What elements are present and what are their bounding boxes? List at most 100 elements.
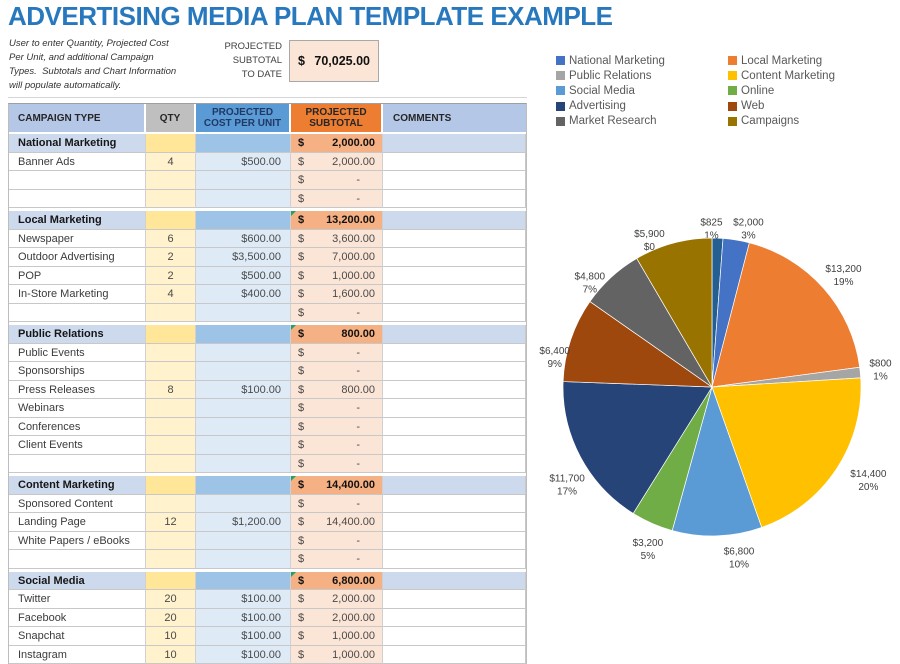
qty-cell[interactable] (146, 436, 196, 455)
cost-per-unit-cell[interactable] (196, 134, 291, 153)
cost-per-unit-cell[interactable] (196, 171, 291, 190)
cost-per-unit-cell[interactable] (196, 550, 291, 569)
campaign-type-cell[interactable]: Outdoor Advertising (9, 248, 146, 267)
comments-cell[interactable] (383, 190, 526, 209)
cost-per-unit-cell[interactable]: $400.00 (196, 285, 291, 304)
qty-cell[interactable]: 4 (146, 153, 196, 172)
qty-cell[interactable] (146, 171, 196, 190)
comments-cell[interactable] (383, 436, 526, 455)
cost-per-unit-cell[interactable] (196, 344, 291, 363)
qty-cell[interactable]: 2 (146, 267, 196, 286)
subtotal-cell[interactable]: $- (291, 304, 383, 323)
cost-per-unit-cell[interactable] (196, 325, 291, 344)
campaign-type-cell[interactable] (9, 304, 146, 323)
qty-cell[interactable]: 12 (146, 513, 196, 532)
qty-cell[interactable]: 10 (146, 627, 196, 646)
cost-per-unit-cell[interactable]: $500.00 (196, 153, 291, 172)
campaign-type-cell[interactable]: White Papers / eBooks (9, 532, 146, 551)
campaign-type-cell[interactable]: National Marketing (9, 134, 146, 153)
subtotal-cell[interactable]: $2,000.00 (291, 609, 383, 628)
cost-per-unit-cell[interactable] (196, 476, 291, 495)
comments-cell[interactable] (383, 495, 526, 514)
subtotal-cell[interactable]: $2,000.00 (291, 134, 383, 153)
qty-cell[interactable] (146, 325, 196, 344)
campaign-type-cell[interactable]: Client Events (9, 436, 146, 455)
qty-cell[interactable] (146, 399, 196, 418)
qty-cell[interactable] (146, 344, 196, 363)
cost-per-unit-cell[interactable] (196, 532, 291, 551)
campaign-type-cell[interactable] (9, 455, 146, 474)
campaign-type-cell[interactable] (9, 190, 146, 209)
comments-cell[interactable] (383, 248, 526, 267)
campaign-type-cell[interactable]: Public Relations (9, 325, 146, 344)
campaign-type-cell[interactable]: Sponsorships (9, 362, 146, 381)
campaign-type-cell[interactable]: Local Marketing (9, 211, 146, 230)
cost-per-unit-cell[interactable] (196, 362, 291, 381)
comments-cell[interactable] (383, 572, 526, 591)
subtotal-cell[interactable]: $14,400.00 (291, 476, 383, 495)
comments-cell[interactable] (383, 134, 526, 153)
campaign-type-cell[interactable]: Snapchat (9, 627, 146, 646)
comments-cell[interactable] (383, 418, 526, 437)
comments-cell[interactable] (383, 211, 526, 230)
subtotal-cell[interactable]: $1,000.00 (291, 627, 383, 646)
comments-cell[interactable] (383, 646, 526, 664)
cost-per-unit-cell[interactable] (196, 399, 291, 418)
cost-per-unit-cell[interactable]: $100.00 (196, 646, 291, 664)
qty-cell[interactable]: 20 (146, 609, 196, 628)
cost-per-unit-cell[interactable]: $3,500.00 (196, 248, 291, 267)
subtotal-cell[interactable]: $- (291, 418, 383, 437)
subtotal-cell[interactable]: $- (291, 532, 383, 551)
campaign-type-cell[interactable]: Social Media (9, 572, 146, 591)
subtotal-cell[interactable]: $6,800.00 (291, 572, 383, 591)
campaign-type-cell[interactable]: Conferences (9, 418, 146, 437)
campaign-type-cell[interactable] (9, 171, 146, 190)
subtotal-cell[interactable]: $- (291, 436, 383, 455)
comments-cell[interactable] (383, 609, 526, 628)
campaign-type-cell[interactable] (9, 550, 146, 569)
qty-cell[interactable] (146, 418, 196, 437)
cost-per-unit-cell[interactable]: $100.00 (196, 381, 291, 400)
subtotal-cell[interactable]: $- (291, 171, 383, 190)
subtotal-cell[interactable]: $- (291, 344, 383, 363)
subtotal-cell[interactable]: $2,000.00 (291, 153, 383, 172)
comments-cell[interactable] (383, 171, 526, 190)
subtotal-cell[interactable]: $- (291, 455, 383, 474)
cost-per-unit-cell[interactable] (196, 455, 291, 474)
comments-cell[interactable] (383, 513, 526, 532)
qty-cell[interactable] (146, 476, 196, 495)
campaign-type-cell[interactable]: POP (9, 267, 146, 286)
qty-cell[interactable] (146, 134, 196, 153)
qty-cell[interactable] (146, 362, 196, 381)
qty-cell[interactable] (146, 211, 196, 230)
campaign-type-cell[interactable]: Facebook (9, 609, 146, 628)
qty-cell[interactable] (146, 190, 196, 209)
qty-cell[interactable] (146, 572, 196, 591)
campaign-type-cell[interactable]: Banner Ads (9, 153, 146, 172)
comments-cell[interactable] (383, 381, 526, 400)
qty-cell[interactable] (146, 550, 196, 569)
cost-per-unit-cell[interactable]: $500.00 (196, 267, 291, 286)
campaign-type-cell[interactable]: In-Store Marketing (9, 285, 146, 304)
comments-cell[interactable] (383, 550, 526, 569)
comments-cell[interactable] (383, 532, 526, 551)
qty-cell[interactable] (146, 455, 196, 474)
subtotal-cell[interactable]: $1,000.00 (291, 646, 383, 664)
campaign-type-cell[interactable]: Landing Page (9, 513, 146, 532)
comments-cell[interactable] (383, 267, 526, 286)
qty-cell[interactable] (146, 532, 196, 551)
comments-cell[interactable] (383, 399, 526, 418)
cost-per-unit-cell[interactable] (196, 572, 291, 591)
campaign-type-cell[interactable]: Twitter (9, 590, 146, 609)
comments-cell[interactable] (383, 304, 526, 323)
subtotal-cell[interactable]: $1,000.00 (291, 267, 383, 286)
cost-per-unit-cell[interactable] (196, 495, 291, 514)
comments-cell[interactable] (383, 344, 526, 363)
subtotal-cell[interactable]: $3,600.00 (291, 230, 383, 249)
qty-cell[interactable]: 10 (146, 646, 196, 664)
subtotal-cell[interactable]: $2,000.00 (291, 590, 383, 609)
cost-per-unit-cell[interactable]: $1,200.00 (196, 513, 291, 532)
subtotal-cell[interactable]: $800.00 (291, 381, 383, 400)
subtotal-cell[interactable]: $7,000.00 (291, 248, 383, 267)
subtotal-cell[interactable]: $13,200.00 (291, 211, 383, 230)
